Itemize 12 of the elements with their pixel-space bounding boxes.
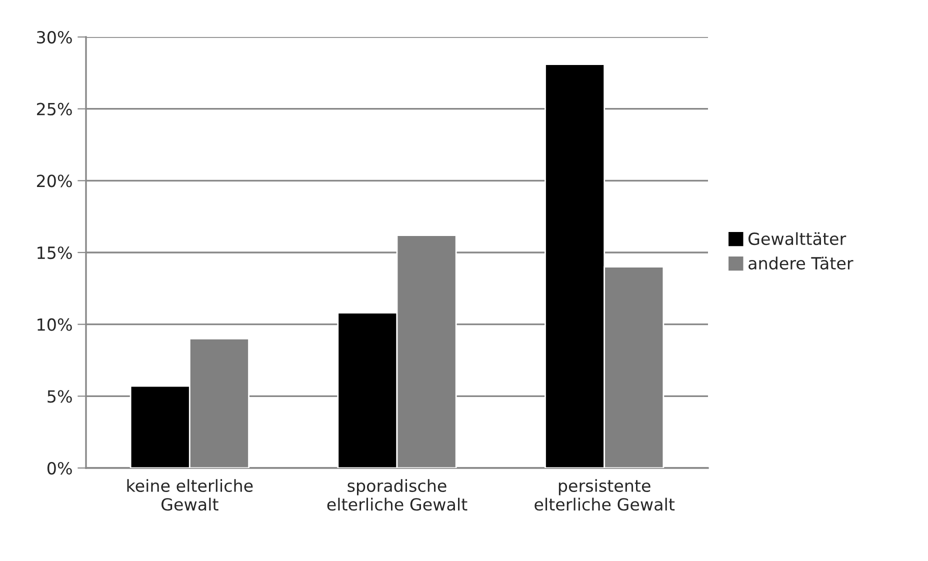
- x-tick-label: keine elterliche Gewalt: [127, 479, 253, 511]
- y-tick-label: 30%: [37, 30, 72, 44]
- y-tick-label: 5%: [48, 390, 72, 403]
- x-tick-label: sporadische elterliche Gewalt: [327, 479, 468, 511]
- y-tick-label: 25%: [36, 102, 72, 116]
- legend-label: Gewalttäter: [748, 232, 846, 246]
- y-tick-label: 20%: [36, 174, 72, 188]
- x-tick-label: persistente elterliche Gewalt: [534, 479, 675, 511]
- y-tick-label: 0%: [47, 462, 72, 475]
- legend-label: andere Täter: [748, 256, 854, 270]
- y-tick-label: 15%: [38, 246, 72, 260]
- y-tick-label: 10%: [38, 318, 72, 331]
